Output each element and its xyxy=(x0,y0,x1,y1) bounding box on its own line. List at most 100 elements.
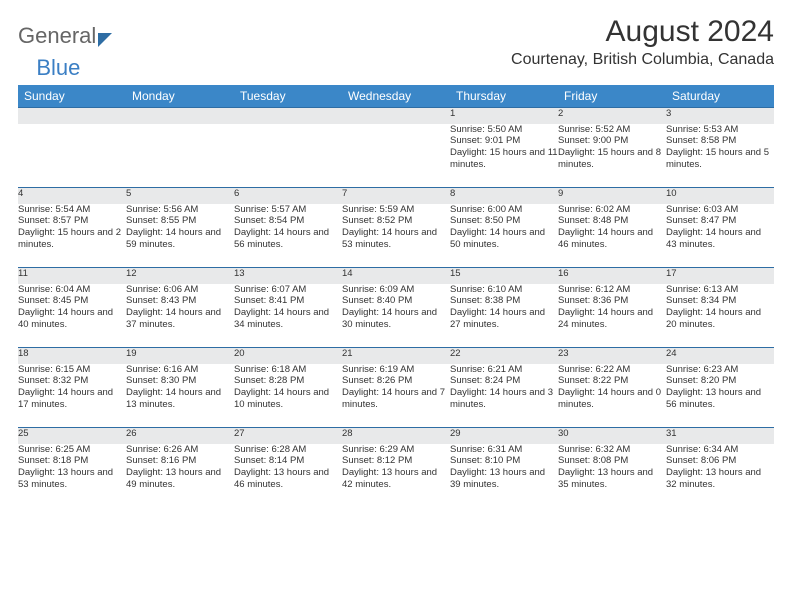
day-number: 18 xyxy=(18,348,126,364)
day-header: Wednesday xyxy=(342,85,450,108)
daylight-line: Daylight: 13 hours and 49 minutes. xyxy=(126,467,234,491)
day-cell: Sunrise: 6:00 AMSunset: 8:50 PMDaylight:… xyxy=(450,204,558,268)
daylight-line: Daylight: 14 hours and 7 minutes. xyxy=(342,387,450,411)
day-cell: Sunrise: 6:09 AMSunset: 8:40 PMDaylight:… xyxy=(342,284,450,348)
daylight-line: Daylight: 13 hours and 39 minutes. xyxy=(450,467,558,491)
daylight-line: Daylight: 14 hours and 56 minutes. xyxy=(234,227,342,251)
sunset-line: Sunset: 9:00 PM xyxy=(558,135,666,147)
sunset-line: Sunset: 8:22 PM xyxy=(558,375,666,387)
calendar-table: Sunday Monday Tuesday Wednesday Thursday… xyxy=(18,85,774,508)
day-cell: Sunrise: 6:23 AMSunset: 8:20 PMDaylight:… xyxy=(666,364,774,428)
daylight-line: Daylight: 14 hours and 3 minutes. xyxy=(450,387,558,411)
sunset-line: Sunset: 8:32 PM xyxy=(18,375,126,387)
daylight-line: Daylight: 15 hours and 8 minutes. xyxy=(558,147,666,171)
day-number: 5 xyxy=(126,188,234,204)
logo-text-general: General xyxy=(18,23,96,49)
day-cell: Sunrise: 6:12 AMSunset: 8:36 PMDaylight:… xyxy=(558,284,666,348)
sunrise-line: Sunrise: 6:13 AM xyxy=(666,284,774,296)
day-detail-row: Sunrise: 6:04 AMSunset: 8:45 PMDaylight:… xyxy=(18,284,774,348)
sunrise-line: Sunrise: 5:59 AM xyxy=(342,204,450,216)
sunset-line: Sunset: 8:58 PM xyxy=(666,135,774,147)
sunset-line: Sunset: 8:54 PM xyxy=(234,215,342,227)
sunset-line: Sunset: 8:20 PM xyxy=(666,375,774,387)
day-cell: Sunrise: 6:04 AMSunset: 8:45 PMDaylight:… xyxy=(18,284,126,348)
daylight-line: Daylight: 14 hours and 40 minutes. xyxy=(18,307,126,331)
day-number-row: 45678910 xyxy=(18,188,774,204)
sunrise-line: Sunrise: 6:29 AM xyxy=(342,444,450,456)
day-number-row: 18192021222324 xyxy=(18,348,774,364)
sunrise-line: Sunrise: 6:15 AM xyxy=(18,364,126,376)
daylight-line: Daylight: 14 hours and 43 minutes. xyxy=(666,227,774,251)
day-number: 16 xyxy=(558,268,666,284)
day-detail-row: Sunrise: 5:54 AMSunset: 8:57 PMDaylight:… xyxy=(18,204,774,268)
sunrise-line: Sunrise: 5:52 AM xyxy=(558,124,666,136)
daylight-line: Daylight: 13 hours and 42 minutes. xyxy=(342,467,450,491)
sunrise-line: Sunrise: 6:04 AM xyxy=(18,284,126,296)
sunset-line: Sunset: 8:40 PM xyxy=(342,295,450,307)
sunset-line: Sunset: 8:36 PM xyxy=(558,295,666,307)
day-number-row: 123 xyxy=(18,108,774,124)
sunset-line: Sunset: 8:16 PM xyxy=(126,455,234,467)
sunrise-line: Sunrise: 5:54 AM xyxy=(18,204,126,216)
sunset-line: Sunset: 8:26 PM xyxy=(342,375,450,387)
day-cell: Sunrise: 5:50 AMSunset: 9:01 PMDaylight:… xyxy=(450,124,558,188)
sunset-line: Sunset: 8:52 PM xyxy=(342,215,450,227)
day-number: 13 xyxy=(234,268,342,284)
day-cell: Sunrise: 6:28 AMSunset: 8:14 PMDaylight:… xyxy=(234,444,342,508)
sunrise-line: Sunrise: 6:21 AM xyxy=(450,364,558,376)
day-number xyxy=(234,108,342,124)
day-number: 20 xyxy=(234,348,342,364)
day-number: 26 xyxy=(126,428,234,444)
sunset-line: Sunset: 8:18 PM xyxy=(18,455,126,467)
day-number: 24 xyxy=(666,348,774,364)
sunrise-line: Sunrise: 6:09 AM xyxy=(342,284,450,296)
day-cell: Sunrise: 6:31 AMSunset: 8:10 PMDaylight:… xyxy=(450,444,558,508)
day-number: 31 xyxy=(666,428,774,444)
day-cell xyxy=(18,124,126,188)
day-number: 17 xyxy=(666,268,774,284)
daylight-line: Daylight: 14 hours and 13 minutes. xyxy=(126,387,234,411)
day-detail-row: Sunrise: 6:25 AMSunset: 8:18 PMDaylight:… xyxy=(18,444,774,508)
day-cell: Sunrise: 5:56 AMSunset: 8:55 PMDaylight:… xyxy=(126,204,234,268)
day-number-row: 25262728293031 xyxy=(18,428,774,444)
day-header: Sunday xyxy=(18,85,126,108)
day-cell: Sunrise: 6:32 AMSunset: 8:08 PMDaylight:… xyxy=(558,444,666,508)
day-header: Tuesday xyxy=(234,85,342,108)
daylight-line: Daylight: 15 hours and 11 minutes. xyxy=(450,147,558,171)
sunrise-line: Sunrise: 6:03 AM xyxy=(666,204,774,216)
sunrise-line: Sunrise: 6:07 AM xyxy=(234,284,342,296)
day-number: 9 xyxy=(558,188,666,204)
sunrise-line: Sunrise: 6:10 AM xyxy=(450,284,558,296)
day-cell: Sunrise: 6:29 AMSunset: 8:12 PMDaylight:… xyxy=(342,444,450,508)
day-number: 23 xyxy=(558,348,666,364)
logo-triangle-icon xyxy=(98,33,112,47)
sunrise-line: Sunrise: 5:56 AM xyxy=(126,204,234,216)
sunset-line: Sunset: 8:12 PM xyxy=(342,455,450,467)
day-cell: Sunrise: 6:10 AMSunset: 8:38 PMDaylight:… xyxy=(450,284,558,348)
sunrise-line: Sunrise: 6:02 AM xyxy=(558,204,666,216)
daylight-line: Daylight: 14 hours and 10 minutes. xyxy=(234,387,342,411)
day-cell: Sunrise: 6:13 AMSunset: 8:34 PMDaylight:… xyxy=(666,284,774,348)
sunrise-line: Sunrise: 6:00 AM xyxy=(450,204,558,216)
day-cell: Sunrise: 5:52 AMSunset: 9:00 PMDaylight:… xyxy=(558,124,666,188)
logo: General xyxy=(18,15,112,49)
day-number: 22 xyxy=(450,348,558,364)
day-cell: Sunrise: 6:02 AMSunset: 8:48 PMDaylight:… xyxy=(558,204,666,268)
day-number-row: 11121314151617 xyxy=(18,268,774,284)
day-cell: Sunrise: 6:07 AMSunset: 8:41 PMDaylight:… xyxy=(234,284,342,348)
sunrise-line: Sunrise: 5:53 AM xyxy=(666,124,774,136)
day-number: 14 xyxy=(342,268,450,284)
day-cell xyxy=(126,124,234,188)
day-number: 27 xyxy=(234,428,342,444)
day-cell: Sunrise: 6:19 AMSunset: 8:26 PMDaylight:… xyxy=(342,364,450,428)
day-number xyxy=(342,108,450,124)
month-title: August 2024 xyxy=(511,15,774,49)
daylight-line: Daylight: 13 hours and 53 minutes. xyxy=(18,467,126,491)
sunset-line: Sunset: 8:55 PM xyxy=(126,215,234,227)
sunset-line: Sunset: 8:10 PM xyxy=(450,455,558,467)
day-cell: Sunrise: 6:16 AMSunset: 8:30 PMDaylight:… xyxy=(126,364,234,428)
day-cell: Sunrise: 6:03 AMSunset: 8:47 PMDaylight:… xyxy=(666,204,774,268)
daylight-line: Daylight: 13 hours and 32 minutes. xyxy=(666,467,774,491)
day-cell: Sunrise: 5:54 AMSunset: 8:57 PMDaylight:… xyxy=(18,204,126,268)
day-number: 15 xyxy=(450,268,558,284)
